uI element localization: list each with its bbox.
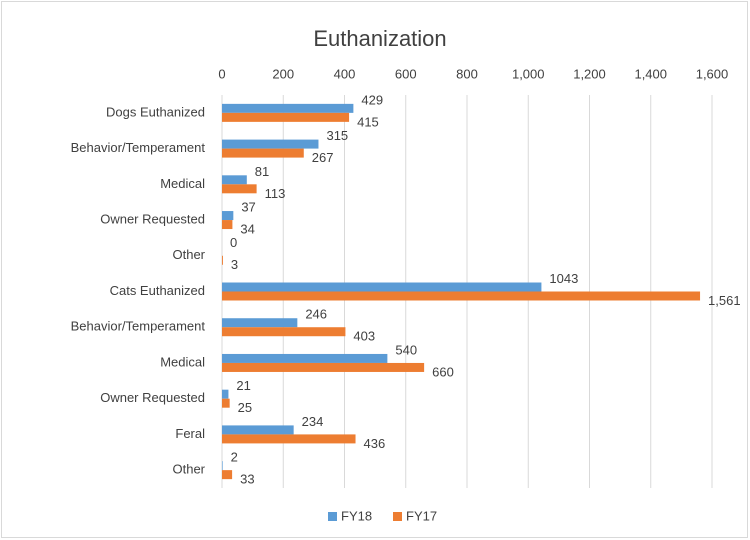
data-label: 37 — [241, 199, 255, 214]
bar — [222, 291, 701, 301]
legend-swatch — [328, 512, 337, 521]
data-label: 246 — [305, 307, 327, 322]
x-tick-label: 600 — [395, 66, 417, 81]
data-label: 0 — [230, 235, 237, 250]
bar — [222, 103, 354, 113]
bar — [222, 353, 388, 363]
data-label: 21 — [236, 378, 250, 393]
y-tick-label: Dogs Euthanized — [106, 104, 205, 119]
bar — [222, 211, 234, 221]
y-tick-label: Medical — [160, 176, 205, 191]
bar — [222, 175, 247, 185]
data-label: 415 — [357, 114, 379, 129]
bar — [222, 327, 346, 337]
data-label: 25 — [238, 400, 252, 415]
bar — [222, 184, 257, 194]
data-label: 113 — [265, 186, 286, 201]
x-tick-label: 1,400 — [634, 66, 667, 81]
bar — [222, 139, 319, 149]
y-tick-label: Behavior/Temperament — [71, 319, 206, 334]
bar — [222, 220, 233, 230]
data-label: 315 — [326, 128, 348, 143]
x-tick-label: 1,200 — [573, 66, 606, 81]
x-tick-label: 1,600 — [696, 66, 729, 81]
chart-title: Euthanization — [313, 26, 446, 51]
data-label: 2 — [231, 450, 238, 465]
data-label: 540 — [395, 342, 417, 357]
data-label: 34 — [240, 221, 254, 236]
bar — [222, 470, 233, 480]
data-label: 33 — [240, 472, 254, 487]
bar — [222, 112, 350, 122]
data-label: 429 — [361, 92, 383, 107]
y-tick-label: Owner Requested — [100, 390, 205, 405]
y-tick-label: Owner Requested — [100, 211, 205, 226]
y-tick-label: Feral — [175, 426, 205, 441]
data-label: 3 — [231, 257, 238, 272]
x-tick-label: 800 — [456, 66, 478, 81]
y-tick-label: Other — [172, 462, 205, 477]
bar — [222, 389, 229, 399]
x-tick-label: 1,000 — [512, 66, 545, 81]
y-tick-label: Cats Euthanized — [110, 283, 205, 298]
data-label: 403 — [353, 329, 375, 344]
legend-label: FY18 — [341, 508, 372, 523]
bar — [222, 318, 298, 328]
data-label: 1,561 — [708, 293, 741, 308]
bar — [222, 434, 356, 444]
legend-swatch — [393, 512, 402, 521]
x-tick-label: 400 — [334, 66, 356, 81]
legend-label: FY17 — [406, 508, 437, 523]
bar — [222, 425, 294, 435]
x-tick-label: 0 — [218, 66, 225, 81]
x-tick-label: 200 — [272, 66, 294, 81]
data-label: 660 — [432, 364, 454, 379]
bar — [222, 148, 304, 158]
bar — [222, 282, 542, 292]
data-label: 234 — [302, 414, 324, 429]
data-label: 81 — [255, 164, 269, 179]
data-label: 1043 — [549, 271, 578, 286]
y-tick-label: Behavior/Temperament — [71, 140, 206, 155]
data-label: 436 — [364, 436, 386, 451]
y-tick-label: Other — [172, 247, 205, 262]
bar — [222, 461, 223, 471]
data-label: 267 — [312, 150, 334, 165]
bar — [222, 255, 223, 265]
bar — [222, 398, 230, 408]
y-tick-label: Medical — [160, 354, 205, 369]
bar — [222, 362, 425, 372]
